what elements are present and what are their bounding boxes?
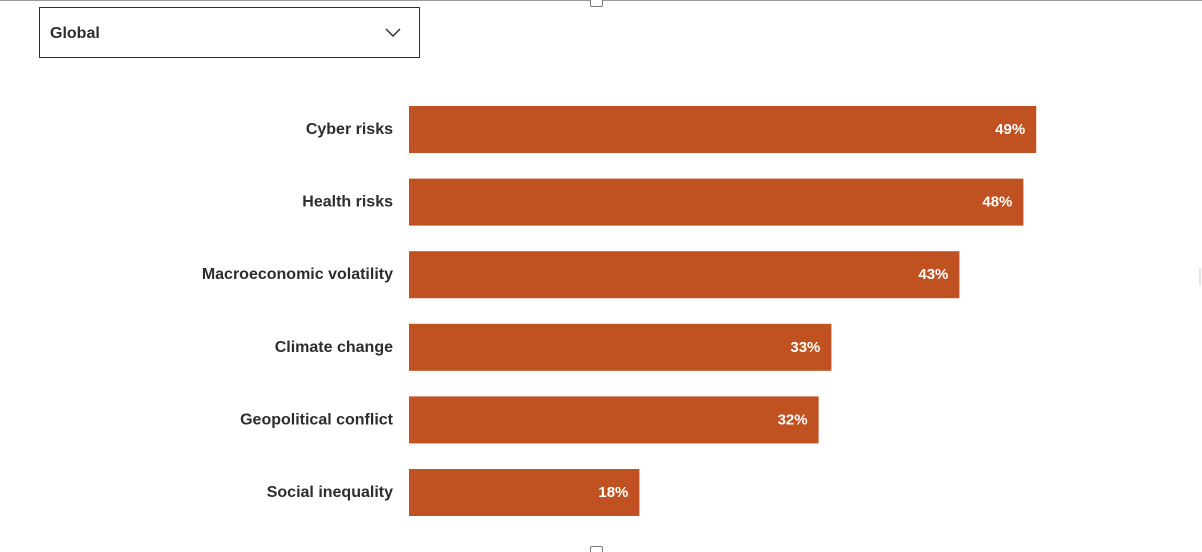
category-label: Geopolitical conflict [240,411,394,428]
value-label: 48% [982,194,1012,211]
scroll-edge-marker [1199,268,1201,286]
resize-handle-bottom[interactable] [590,546,603,552]
bar-1 [409,178,1024,226]
region-dropdown-value: Global [50,25,100,42]
value-label: 18% [598,484,628,501]
bar-5 [409,469,640,516]
bar-4 [409,396,819,444]
value-label: 49% [995,121,1025,138]
bar-3 [409,323,832,371]
category-label: Cyber risks [306,121,393,138]
value-label: 33% [790,339,820,356]
category-label: Macroeconomic volatility [202,266,393,283]
chevron-down-icon [385,28,401,37]
category-label: Climate change [275,339,393,356]
region-dropdown[interactable]: Global [39,7,420,58]
value-label: 43% [918,266,948,283]
value-label: 32% [778,411,808,428]
bar-2 [409,251,960,299]
category-label: Social inequality [267,484,393,501]
category-label: Health risks [302,194,393,211]
resize-handle-top[interactable] [590,0,603,7]
bar-0 [409,106,1037,153]
